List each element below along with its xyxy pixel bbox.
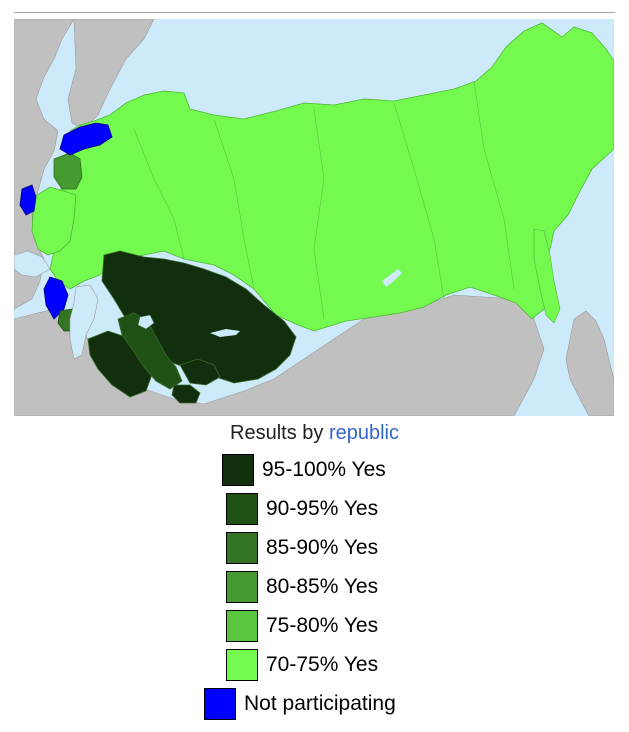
legend-item-75-80: 75-80% Yes bbox=[226, 609, 378, 643]
lake-balkhash bbox=[210, 329, 240, 337]
legend-item-70-75: 70-75% Yes bbox=[226, 648, 378, 682]
foreign-land-japan bbox=[565, 310, 614, 416]
region-caucasus-np[interactable] bbox=[43, 276, 69, 320]
region-moldova[interactable] bbox=[19, 184, 37, 216]
legend-swatch bbox=[226, 532, 258, 564]
legend-label: 95-100% Yes bbox=[262, 458, 386, 481]
legend-item-80-85: 80-85% Yes bbox=[226, 570, 378, 604]
black-sea bbox=[14, 250, 51, 278]
legend-swatch bbox=[226, 571, 258, 603]
legend-item-85-90: 85-90% Yes bbox=[226, 531, 378, 565]
legend-swatch bbox=[222, 454, 254, 486]
legend-swatch bbox=[226, 493, 258, 525]
region-kyrgyzstan[interactable] bbox=[179, 358, 221, 386]
legend-title: Results by republic bbox=[0, 422, 629, 445]
legend-label: 70-75% Yes bbox=[266, 653, 379, 676]
legend-item-not-participating: Not participating bbox=[204, 687, 396, 721]
legend-swatch bbox=[204, 688, 236, 720]
region-ukraine[interactable] bbox=[31, 186, 77, 256]
foreign-land-europe bbox=[14, 19, 75, 310]
legend-label: 75-80% Yes bbox=[266, 614, 379, 637]
results-map-svg bbox=[14, 19, 614, 416]
region-tajikistan[interactable] bbox=[171, 384, 201, 404]
legend-label: Not participating bbox=[244, 692, 396, 715]
legend-title-text: Results by bbox=[230, 422, 329, 444]
caspian-sea bbox=[69, 284, 99, 360]
legend-item-90-95: 90-95% Yes bbox=[226, 492, 378, 526]
internal-borders bbox=[133, 80, 515, 320]
region-belarus[interactable] bbox=[53, 152, 83, 190]
legend-label: 80-85% Yes bbox=[266, 575, 379, 598]
legend-label: 90-95% Yes bbox=[266, 497, 379, 520]
top-divider bbox=[14, 12, 615, 13]
aral-sea bbox=[137, 314, 155, 330]
legend-label: 85-90% Yes bbox=[266, 536, 379, 559]
legend-item-95-100: 95-100% Yes bbox=[222, 453, 386, 487]
republic-link[interactable]: republic bbox=[328, 422, 399, 444]
region-sakhalin[interactable] bbox=[533, 228, 561, 324]
legend-swatch bbox=[226, 610, 258, 642]
region-baltics[interactable] bbox=[59, 122, 113, 156]
legend-swatch bbox=[226, 649, 258, 681]
results-map[interactable] bbox=[14, 19, 614, 416]
foreign-land-scandinavia bbox=[67, 19, 155, 130]
lake-baikal bbox=[382, 269, 402, 287]
